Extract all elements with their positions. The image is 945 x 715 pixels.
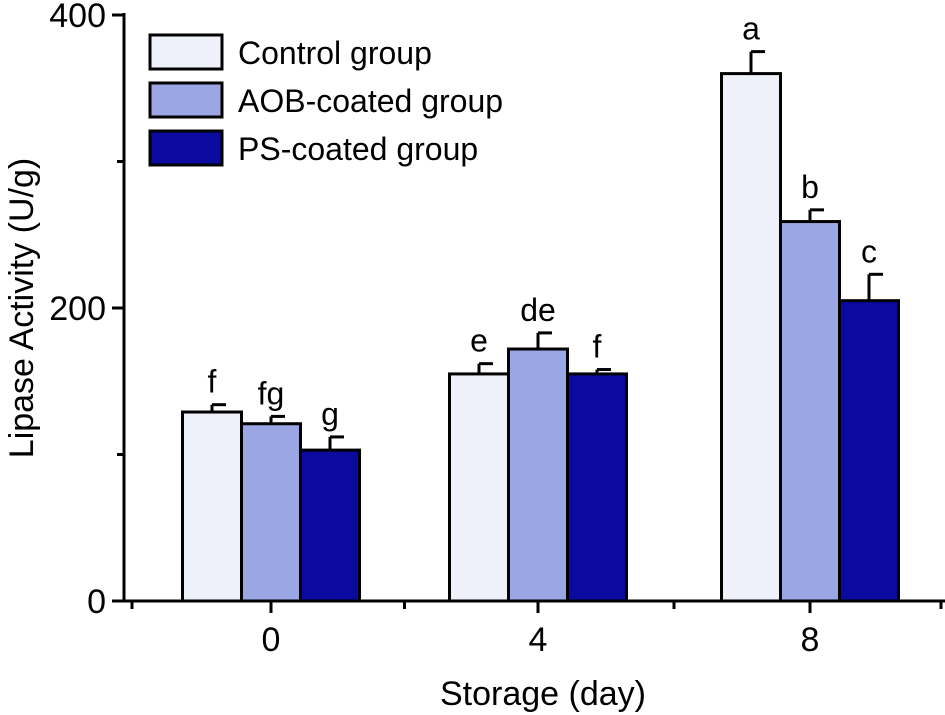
y-tick-label: 200 [49, 290, 106, 328]
legend-swatch [148, 129, 224, 167]
legend-label: PS-coated group [238, 131, 478, 167]
axes-layer: 0 200 400 0 4 8 [49, 0, 945, 659]
bar [507, 347, 569, 603]
significance-label: c [861, 233, 877, 269]
significance-label: a [742, 11, 760, 47]
bar [181, 410, 243, 603]
bar [838, 299, 900, 603]
x-tick-label: 8 [801, 621, 820, 659]
significance-label: f [593, 329, 602, 365]
bar [720, 72, 782, 603]
significance-labels-layer: f fgg ede f a b c [208, 11, 877, 432]
significance-label: e [470, 323, 488, 359]
legend-label: AOB-coated group [238, 83, 503, 119]
bar [448, 372, 510, 603]
bar [240, 422, 302, 603]
x-tick-label: 4 [529, 621, 548, 659]
legend-swatch [148, 81, 224, 119]
legend: Control group AOB-coated group PS-coated g… [148, 33, 503, 167]
x-axis-title: Storage (day) [440, 675, 646, 713]
bar [779, 220, 841, 603]
error-bars-layer [210, 50, 883, 451]
y-tick-label: 400 [49, 0, 106, 35]
x-tick-label: 0 [262, 621, 281, 659]
bar [299, 448, 361, 603]
significance-label: de [520, 292, 556, 328]
bar [566, 372, 628, 603]
y-tick-label: 0 [87, 583, 106, 621]
significance-label: b [801, 169, 819, 205]
significance-label: fg [258, 375, 285, 411]
bars-layer [181, 72, 900, 603]
significance-label: f [208, 364, 217, 400]
y-axis-title: Lipase Activity (U/g) [3, 158, 41, 458]
legend-swatch [148, 33, 224, 71]
legend-label: Control group [238, 35, 432, 71]
significance-label: g [321, 396, 339, 432]
